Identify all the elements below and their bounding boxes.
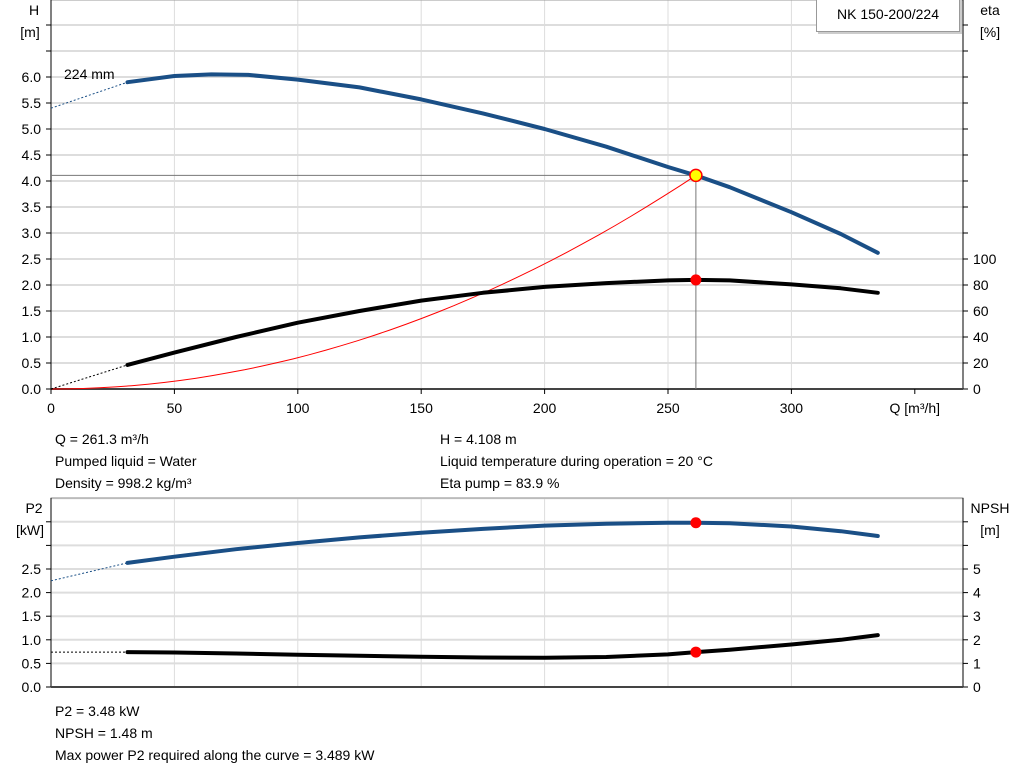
x-tick-label: 50 bbox=[167, 400, 183, 416]
y-tick-label-left: 4.5 bbox=[22, 147, 42, 163]
info-max-power: Max power P2 required along the curve = … bbox=[55, 747, 375, 763]
info-eta: Eta pump = 83.9 % bbox=[440, 475, 560, 491]
y-axis-unit-left: [kW] bbox=[16, 522, 44, 538]
efficiency-curve-extrapolation bbox=[50, 364, 128, 390]
y-tick-label-right: 60 bbox=[973, 303, 989, 319]
y-tick-label-left: 1.0 bbox=[22, 632, 42, 648]
system-curve bbox=[50, 174, 697, 390]
y-tick-label-left: 2.0 bbox=[22, 277, 42, 293]
npsh-curve bbox=[125, 633, 880, 660]
y-tick-label-left: 3.5 bbox=[22, 199, 42, 215]
y-tick-label-right: 4 bbox=[973, 585, 981, 601]
y-axis-label-right: eta bbox=[980, 2, 1000, 18]
npsh-point-marker bbox=[690, 646, 702, 658]
plot-frame bbox=[50, 0, 964, 390]
y-tick-label-left: 0.5 bbox=[22, 655, 42, 671]
y-tick-label-left: 5.5 bbox=[22, 95, 42, 111]
y-tick-label-left: 1.5 bbox=[22, 303, 42, 319]
y-tick-label-left: 0.0 bbox=[22, 679, 42, 695]
y-axis-label-right: NPSH bbox=[971, 500, 1010, 516]
power-curve-extrapolation bbox=[50, 562, 128, 582]
head-curve bbox=[125, 72, 880, 255]
pump-title: NK 150-200/224 bbox=[816, 0, 960, 32]
y-tick-label-right: 20 bbox=[973, 355, 989, 371]
y-tick-label-right: 2 bbox=[973, 632, 981, 648]
x-tick-label: 0 bbox=[47, 400, 55, 416]
y-tick-label-right: 0 bbox=[973, 679, 981, 695]
curve-label: 224 mm bbox=[64, 66, 115, 82]
y-tick-label-left: 2.5 bbox=[22, 251, 42, 267]
y-tick-label-left: 1.0 bbox=[22, 329, 42, 345]
info-h: H = 4.108 m bbox=[440, 431, 517, 447]
y-tick-label-right: 80 bbox=[973, 277, 989, 293]
info-npsh: NPSH = 1.48 m bbox=[55, 725, 153, 741]
y-tick-label-left: 0.5 bbox=[22, 355, 42, 371]
efficiency-point-marker bbox=[690, 274, 702, 286]
power-point-marker bbox=[690, 517, 702, 529]
y-tick-label-right: 3 bbox=[973, 608, 981, 624]
y-tick-label-left: 3.0 bbox=[22, 225, 42, 241]
y-tick-label-left: 6.0 bbox=[22, 69, 42, 85]
y-tick-label-left: 2.5 bbox=[22, 561, 42, 577]
y-tick-label-left: 2.0 bbox=[22, 585, 42, 601]
y-tick-label-left: 5.0 bbox=[22, 121, 42, 137]
y-tick-label-right: 0 bbox=[973, 381, 981, 397]
info-liquid: Pumped liquid = Water bbox=[55, 453, 197, 469]
x-axis-label: Q [m³/h] bbox=[890, 400, 941, 416]
info-temp: Liquid temperature during operation = 20… bbox=[440, 453, 713, 469]
y-tick-label-left: 4.0 bbox=[22, 173, 42, 189]
x-tick-label: 200 bbox=[533, 400, 557, 416]
head-curve-extrapolation bbox=[50, 81, 128, 109]
x-tick-label: 150 bbox=[410, 400, 434, 416]
y-axis-unit-right: [m] bbox=[980, 522, 999, 538]
operating-point-marker bbox=[689, 168, 703, 183]
y-tick-label-right: 100 bbox=[973, 251, 997, 267]
y-tick-label-right: 40 bbox=[973, 329, 989, 345]
y-axis-label-left: H bbox=[29, 2, 39, 18]
power-curve bbox=[125, 520, 880, 565]
y-tick-label-right: 1 bbox=[973, 655, 981, 671]
y-tick-label-left: 1.5 bbox=[22, 608, 42, 624]
y-tick-label-right: 5 bbox=[973, 561, 981, 577]
info-density: Density = 998.2 kg/m³ bbox=[55, 475, 192, 491]
x-tick-label: 300 bbox=[780, 400, 804, 416]
x-tick-label: 100 bbox=[286, 400, 310, 416]
y-tick-label-left: 0.0 bbox=[22, 381, 42, 397]
info-p2: P2 = 3.48 kW bbox=[55, 703, 140, 719]
x-tick-label: 250 bbox=[656, 400, 680, 416]
y-axis-label-left: P2 bbox=[25, 500, 42, 516]
y-axis-unit-right: [%] bbox=[980, 24, 1000, 40]
efficiency-curve bbox=[125, 277, 880, 367]
info-q: Q = 261.3 m³/h bbox=[55, 431, 149, 447]
y-axis-unit-left: [m] bbox=[20, 24, 39, 40]
